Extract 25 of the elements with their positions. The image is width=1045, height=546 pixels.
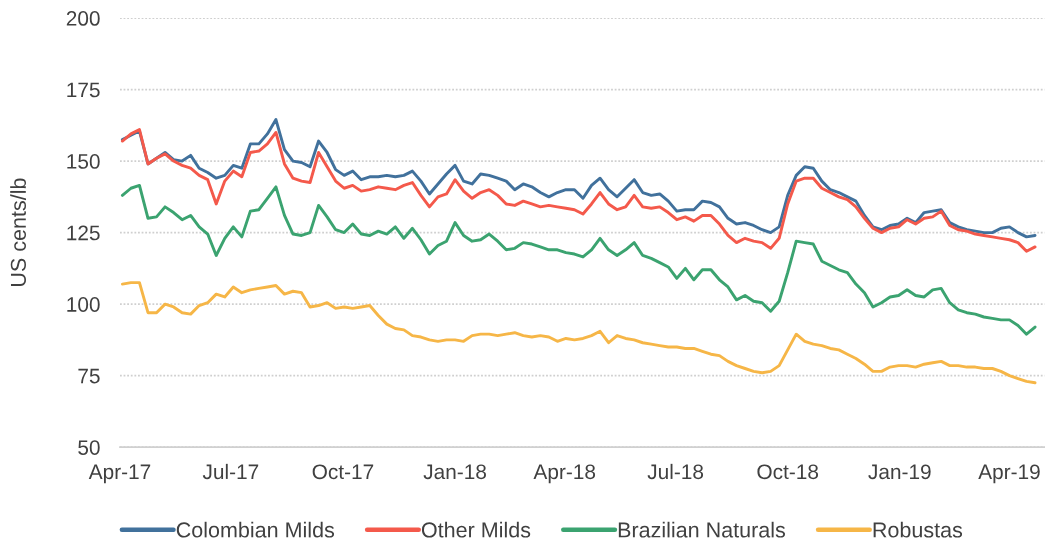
x-tick-label: Oct-18 [757, 464, 819, 480]
y-axis-title: US cents/lb [10, 178, 26, 286]
x-tick-label: Oct-17 [312, 464, 374, 480]
y-tick-label: 75 [78, 368, 100, 384]
line-series [120, 128, 1037, 253]
x-tick-label: Jul-18 [647, 463, 704, 480]
y-tick-label: 100 [67, 297, 100, 312]
x-tick-label: Apr-19 [978, 464, 1040, 484]
line-series [120, 118, 1037, 239]
y-tick-label: 125 [67, 225, 100, 241]
legend-label: Brazilian Naturals [618, 521, 786, 538]
y-tick-label: 150 [67, 154, 100, 169]
x-tick-label: Apr-18 [533, 464, 596, 484]
x-tick-label: Jul-17 [202, 463, 259, 480]
x-tick-label: Jan-19 [868, 464, 931, 480]
line-series [120, 183, 1037, 336]
x-tick-label: Apr-17 [88, 464, 151, 484]
x-tick-label: Jan-18 [423, 464, 486, 480]
legend-label: Other Milds [421, 521, 531, 538]
y-tick-label: 175 [67, 82, 100, 98]
legend-label: Robustas [873, 521, 963, 538]
line-series [120, 281, 1037, 385]
y-tick-label: 200 [66, 11, 100, 26]
legend-label: Colombian Milds [176, 521, 335, 538]
y-tick-label: 50 [78, 440, 100, 455]
